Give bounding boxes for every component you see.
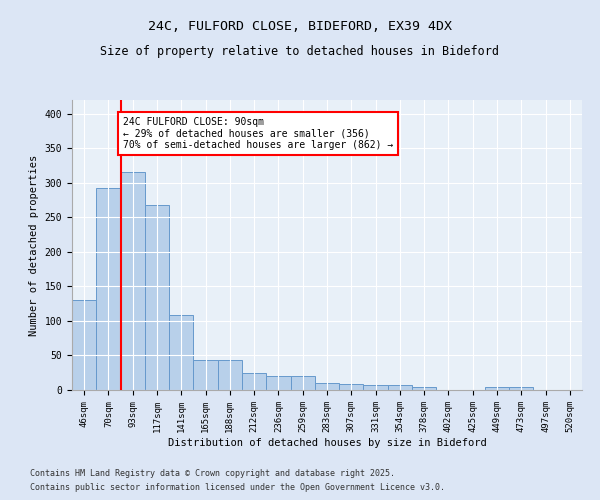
Bar <box>96 188 121 390</box>
Bar <box>72 300 96 390</box>
Bar <box>339 384 364 390</box>
Bar <box>290 376 315 390</box>
Bar <box>266 376 290 390</box>
Bar <box>218 360 242 390</box>
Bar <box>242 372 266 390</box>
Y-axis label: Number of detached properties: Number of detached properties <box>29 154 39 336</box>
Bar <box>169 316 193 390</box>
Bar <box>315 383 339 390</box>
X-axis label: Distribution of detached houses by size in Bideford: Distribution of detached houses by size … <box>167 438 487 448</box>
Bar <box>485 387 509 390</box>
Bar <box>145 205 169 390</box>
Bar <box>121 172 145 390</box>
Bar <box>509 387 533 390</box>
Text: Contains HM Land Registry data © Crown copyright and database right 2025.: Contains HM Land Registry data © Crown c… <box>30 468 395 477</box>
Bar <box>193 360 218 390</box>
Bar <box>388 385 412 390</box>
Text: 24C FULFORD CLOSE: 90sqm
← 29% of detached houses are smaller (356)
70% of semi-: 24C FULFORD CLOSE: 90sqm ← 29% of detach… <box>123 118 393 150</box>
Bar <box>412 387 436 390</box>
Bar <box>364 385 388 390</box>
Text: Size of property relative to detached houses in Bideford: Size of property relative to detached ho… <box>101 45 499 58</box>
Text: Contains public sector information licensed under the Open Government Licence v3: Contains public sector information licen… <box>30 484 445 492</box>
Text: 24C, FULFORD CLOSE, BIDEFORD, EX39 4DX: 24C, FULFORD CLOSE, BIDEFORD, EX39 4DX <box>148 20 452 33</box>
